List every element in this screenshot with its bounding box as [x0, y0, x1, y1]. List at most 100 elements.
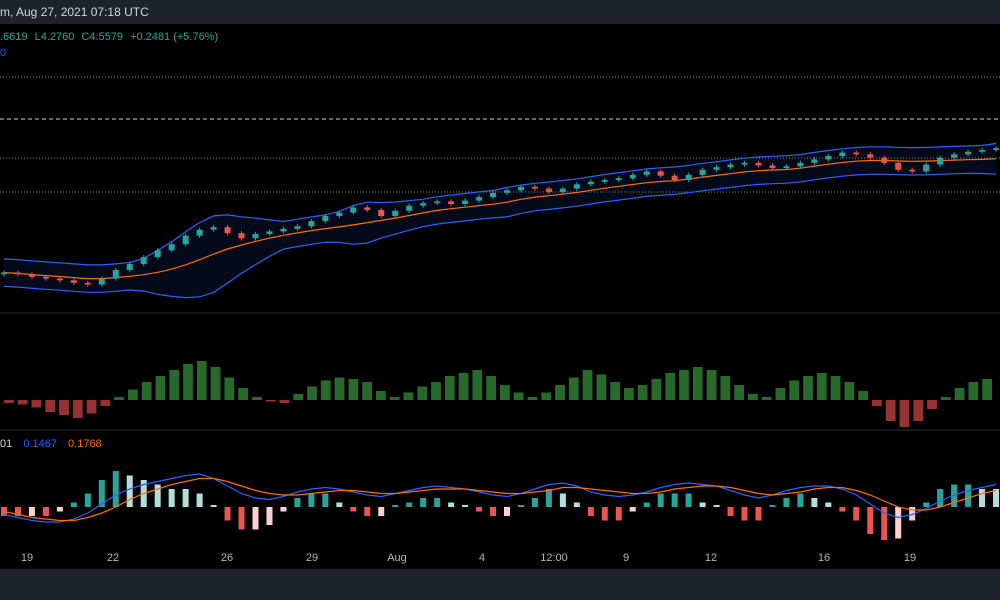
histogram-bar — [155, 376, 166, 400]
time-axis-tick: 29 — [305, 552, 319, 564]
candle — [909, 169, 916, 172]
time-axis-tick: 26 — [220, 552, 234, 564]
macd-histogram-bar — [769, 505, 776, 507]
histogram-bar — [830, 376, 841, 400]
histogram-bar — [913, 400, 924, 421]
candle — [56, 278, 63, 281]
candle — [531, 186, 538, 189]
macd-histogram-bar — [56, 507, 63, 512]
macd-histogram-bar — [909, 507, 916, 521]
macd-histogram-bar — [308, 493, 315, 507]
candle — [70, 280, 77, 283]
ohlc-low: L4.2760 — [34, 31, 75, 43]
macd-histogram-bar — [294, 498, 301, 507]
histogram-bar — [692, 367, 703, 400]
candle — [42, 276, 49, 279]
macd-histogram-bar — [923, 502, 930, 507]
chart-title: m, Aug 27, 2021 07:18 UTC — [0, 5, 149, 19]
candle — [98, 278, 105, 285]
candle — [210, 227, 217, 230]
macd-histogram-bar — [322, 493, 329, 507]
time-axis — [0, 540, 1000, 568]
candle — [294, 226, 301, 229]
histogram-bar — [899, 400, 910, 427]
macd-histogram-bar — [1, 507, 7, 516]
macd-histogram-bar — [378, 507, 385, 516]
histogram-bar — [307, 386, 317, 400]
macd-histogram-bar — [70, 502, 77, 507]
macd-histogram-bar — [28, 507, 35, 516]
candle — [811, 159, 818, 163]
macd-value: 0.1467 — [23, 438, 57, 450]
histogram-bar — [803, 376, 813, 400]
macd-histogram-bar — [14, 507, 21, 516]
histogram-bar — [210, 367, 221, 400]
histogram-bar — [128, 389, 138, 400]
candle — [601, 180, 608, 182]
candle — [448, 201, 455, 204]
macd-histogram-bar — [615, 507, 622, 521]
candle — [769, 165, 776, 168]
histogram-bar — [458, 373, 469, 400]
histogram-bar — [444, 376, 455, 400]
candle — [727, 164, 734, 168]
price-chart[interactable] — [0, 0, 1000, 540]
candle — [979, 150, 986, 152]
ohlc-close: C4.5579 — [81, 31, 124, 43]
macd-histogram-bar — [601, 507, 608, 521]
macd-histogram-bar — [406, 502, 413, 507]
candle — [783, 166, 790, 168]
histogram-bar — [45, 400, 56, 412]
histogram-bar — [748, 394, 758, 400]
candle — [657, 171, 664, 176]
macd-histogram-bar — [420, 498, 427, 507]
candle — [895, 162, 902, 170]
macd-histogram-bar — [573, 502, 580, 507]
candle — [629, 174, 636, 179]
candle — [755, 162, 762, 166]
candle — [168, 244, 175, 251]
histogram-bar — [4, 400, 14, 403]
macd-histogram-bar — [42, 507, 49, 516]
bollinger-basis-line — [3, 158, 997, 280]
macd-histogram-bar — [350, 507, 357, 512]
candle — [517, 186, 524, 191]
candle — [1, 272, 7, 275]
histogram-bar — [141, 382, 152, 400]
candle — [490, 192, 497, 198]
macd-histogram-bar — [84, 493, 91, 507]
ohlc-change: +0.2481 (+5.76%) — [130, 31, 219, 43]
candle — [797, 162, 804, 167]
macd-histogram-bar — [154, 484, 161, 507]
macd-histogram-bar — [965, 484, 972, 507]
histogram-bar — [348, 379, 359, 400]
histogram-bar — [885, 400, 896, 421]
histogram-bar — [665, 373, 676, 400]
histogram-bar — [844, 382, 855, 400]
histogram-bar — [513, 392, 524, 400]
histogram-bar — [789, 380, 800, 400]
candle — [853, 152, 860, 155]
histogram-bar — [568, 377, 579, 400]
macd-histogram-bar — [811, 498, 818, 507]
macd-histogram-bar — [224, 507, 231, 521]
candle — [378, 210, 385, 216]
histogram-bar — [527, 397, 538, 400]
candle — [336, 212, 343, 216]
histogram-bar — [334, 377, 345, 400]
macd-histogram-bar — [755, 507, 762, 521]
macd-histogram-bar — [867, 507, 874, 534]
macd-histogram-bar — [210, 505, 217, 507]
candle — [587, 181, 594, 185]
signal-value: 0.1768 — [68, 438, 102, 450]
macd-histogram-bar — [783, 498, 790, 507]
histogram-bar — [224, 377, 235, 400]
candle — [476, 197, 483, 201]
macd-histogram-bar — [196, 493, 203, 507]
macd-histogram-bar — [993, 489, 999, 507]
macd-histogram-bar — [112, 471, 119, 507]
histogram-bar — [940, 397, 951, 400]
time-axis-tick: 12:00 — [540, 552, 568, 564]
histogram-bar — [389, 397, 400, 400]
macd-histogram-bar — [853, 507, 860, 521]
